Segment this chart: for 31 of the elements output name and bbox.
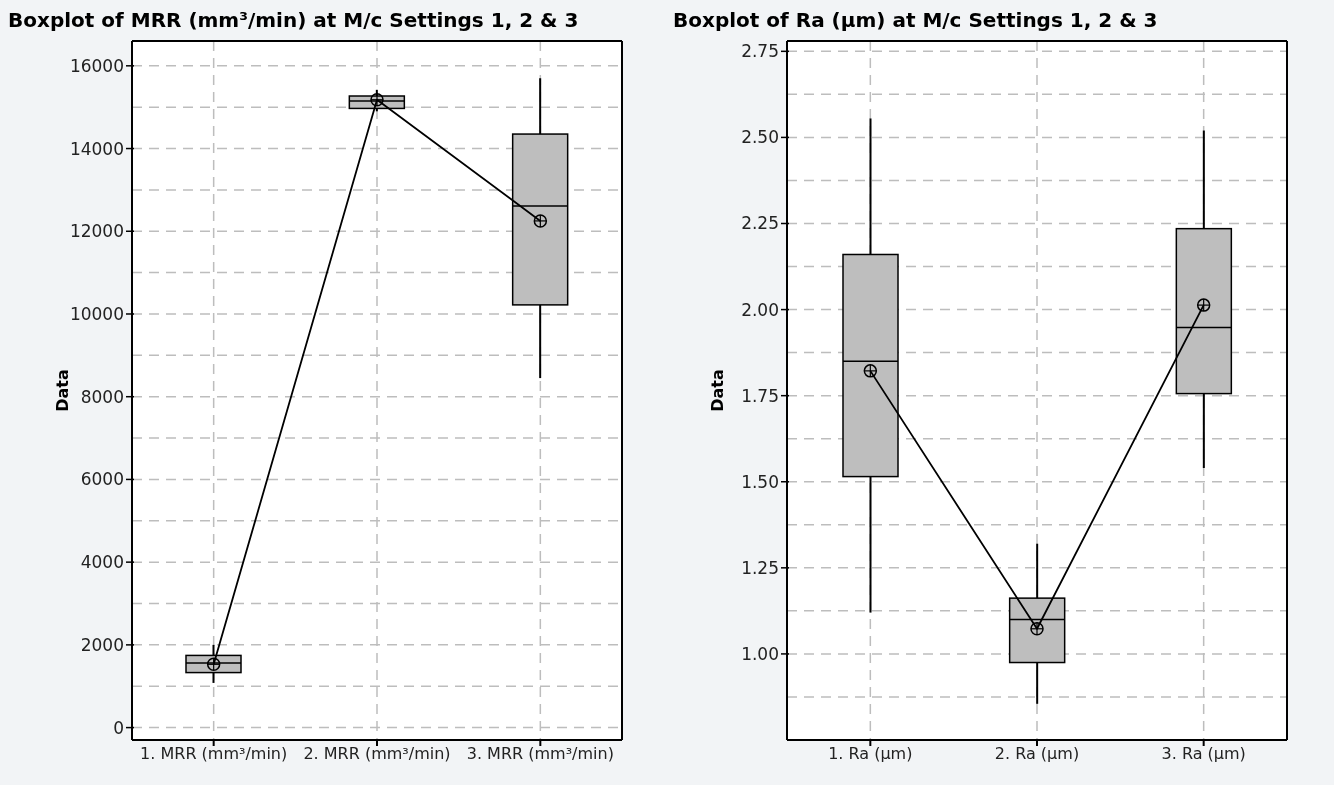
y-tick-label: 1.25 <box>741 557 779 578</box>
y-axis-title: Data <box>707 369 727 412</box>
chart-title: Boxplot of MRR (mm³/min) at M/c Settings 1, 2 & 3 <box>8 8 579 32</box>
y-tick-label: 2000 <box>80 634 124 655</box>
y-tick-label: 2.75 <box>741 41 779 62</box>
y-tick-label: 16000 <box>69 55 124 76</box>
y-tick-label: 2.00 <box>741 299 779 320</box>
y-tick-label: 10000 <box>69 303 124 324</box>
y-tick-label: 0 <box>113 717 124 738</box>
y-axis-title: Data <box>52 369 72 412</box>
y-tick-label: 1.50 <box>741 471 779 492</box>
point <box>533 214 548 228</box>
x-tick-label: 2. MRR (mm³/min) <box>303 744 451 764</box>
y-tick-label: 12000 <box>69 221 124 242</box>
y-tick-label: 1.75 <box>741 385 779 406</box>
x-tick-label: 3. MRR (mm³/min) <box>466 744 614 764</box>
x-tick-label: 3. Ra (µm) <box>1161 744 1246 764</box>
point <box>863 364 878 378</box>
y-tick-label: 6000 <box>80 469 124 490</box>
x-tick-label: 1. Ra (µm) <box>828 744 913 764</box>
y-tick-label: 2.25 <box>741 213 779 234</box>
y-tick-label: 4000 <box>80 552 124 573</box>
y-tick-label: 8000 <box>80 386 124 407</box>
chart-title: Boxplot of Ra (µm) at M/c Settings 1, 2 & 3 <box>673 8 1158 32</box>
point <box>1030 622 1044 636</box>
y-tick-label: 1.00 <box>741 643 779 664</box>
x-tick-label: 1. MRR (mm³/min) <box>140 744 288 764</box>
y-tick-label: 14000 <box>69 138 124 159</box>
point <box>1196 298 1211 312</box>
x-tick-label: 2. Ra (µm) <box>994 744 1080 764</box>
y-tick-label: 2.50 <box>741 127 779 148</box>
